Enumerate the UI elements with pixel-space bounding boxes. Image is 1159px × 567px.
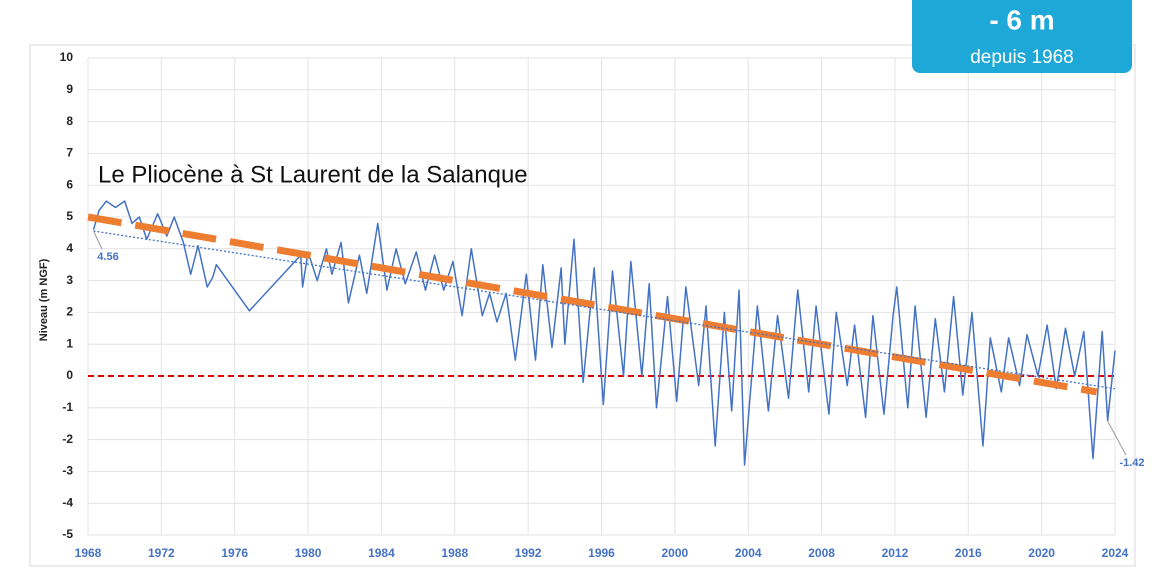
x-tick-label: 1996 — [588, 546, 615, 560]
y-tick-label: -4 — [62, 495, 73, 509]
x-tick-label: 1988 — [441, 546, 468, 560]
y-tick-label: 3 — [66, 273, 73, 287]
y-tick-label: 9 — [66, 82, 73, 96]
y-tick-label: 5 — [66, 209, 73, 223]
x-tick-label: 1992 — [515, 546, 542, 560]
y-tick-label: -2 — [62, 432, 73, 446]
y-tick-label: -5 — [62, 527, 73, 541]
x-tick-label: 2004 — [735, 546, 762, 560]
y-tick-label: 6 — [66, 177, 73, 191]
y-tick-label: 8 — [66, 114, 73, 128]
y-axis-label: Niveau (m NGF) — [38, 258, 50, 341]
chart-title: Le Pliocène à St Laurent de la Salanque — [98, 161, 528, 188]
y-tick-label: 1 — [66, 336, 73, 350]
x-tick-label: 1976 — [221, 546, 248, 560]
badge-caption: depuis 1968 — [970, 47, 1074, 68]
y-tick-label: 0 — [66, 368, 73, 382]
y-tick-label: -3 — [62, 464, 73, 478]
x-tick-label: 1968 — [75, 546, 102, 560]
x-tick-label: 2020 — [1028, 546, 1055, 560]
x-tick-label: 1972 — [148, 546, 175, 560]
annotation-leader — [93, 230, 103, 250]
annotation-label: -1.42 — [1119, 457, 1144, 469]
trend-line — [87, 213, 1098, 396]
badge-top — [912, 0, 1132, 20]
annotation-leader — [1107, 420, 1127, 456]
x-tick-label: 2000 — [662, 546, 689, 560]
data-line — [92, 200, 1116, 466]
x-tick-label: 1984 — [368, 546, 395, 560]
x-tick-label: 1980 — [295, 546, 322, 560]
y-tick-label: -1 — [62, 400, 73, 414]
y-tick-label: 10 — [60, 50, 74, 64]
x-tick-label: 2016 — [955, 546, 982, 560]
annotation-label: 4.56 — [97, 251, 118, 263]
x-tick-label: 2024 — [1102, 546, 1129, 560]
badge-headline: - 6 m — [989, 4, 1054, 35]
marks — [87, 200, 1127, 466]
x-tick-label: 2008 — [808, 546, 835, 560]
x-tick-label: 2012 — [882, 546, 909, 560]
y-tick-label: 4 — [66, 241, 73, 255]
trend-line — [93, 230, 1116, 390]
y-tick-label: 2 — [66, 305, 73, 319]
y-tick-label: 7 — [66, 146, 73, 160]
